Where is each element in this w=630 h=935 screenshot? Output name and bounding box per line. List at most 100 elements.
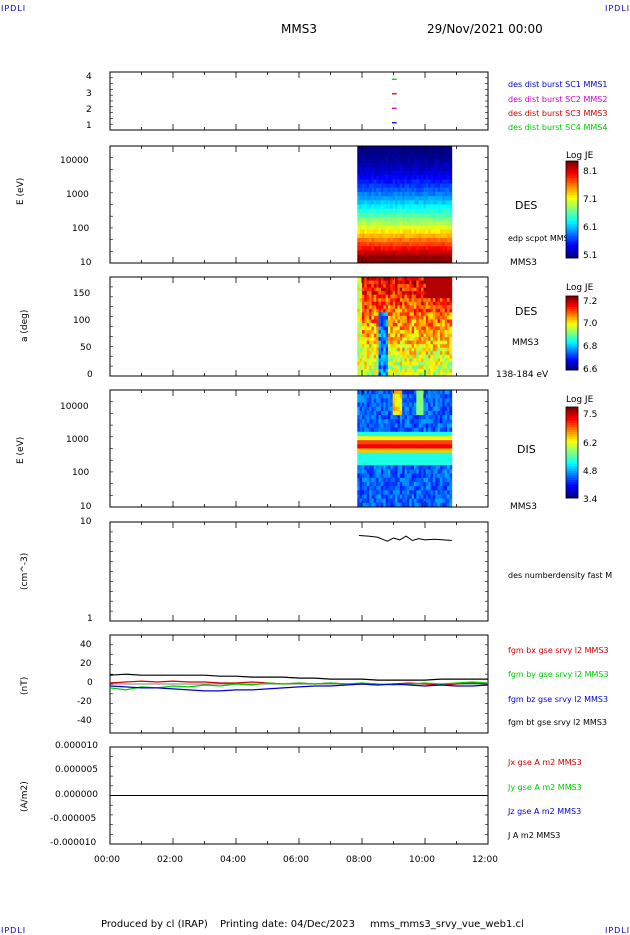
- dis-energy-heatmap-cell: [402, 440, 405, 445]
- des-energy-heatmap-cell: [421, 154, 424, 159]
- dis-energy-heatmap-cell: [447, 490, 450, 495]
- des-pitch-heatmap-cell: [376, 340, 379, 345]
- des-pitch-heatmap-cell: [369, 319, 372, 324]
- des-pitch-heatmap-cell: [447, 347, 450, 352]
- des-pitch-heatmap-cell: [395, 305, 398, 310]
- colorbar-2-tick: 6.6: [583, 365, 598, 375]
- dis-energy-heatmap-cell: [430, 440, 434, 445]
- des-pitch-heatmap-cell: [364, 330, 368, 334]
- des-energy-heatmap-cell: [371, 158, 375, 164]
- des-energy-heatmap-cell: [421, 196, 424, 201]
- des-energy-heatmap-cell: [373, 166, 377, 172]
- des-energy-heatmap-cell: [425, 158, 429, 164]
- dis-energy-heatmap-cell: [402, 481, 405, 487]
- dis-energy-heatmap-cell: [423, 461, 427, 466]
- dis-energy-heatmap-cell: [380, 498, 384, 504]
- dis-energy-heatmap-cell: [395, 390, 398, 395]
- dis-energy-heatmap-cell: [392, 402, 396, 408]
- dis-energy-heatmap-cell: [437, 461, 441, 466]
- des-pitch-heatmap-cell: [442, 337, 446, 342]
- des-energy-heatmap-cell: [399, 217, 403, 222]
- dis-energy-heatmap-cell: [439, 452, 443, 458]
- dis-energy-heatmap-cell: [383, 394, 387, 399]
- des-energy-heatmap-cell: [376, 208, 379, 214]
- des-energy-heatmap-cell: [383, 154, 387, 159]
- des-pitch-heatmap-cell: [416, 361, 420, 366]
- des-energy-heatmap-cell: [418, 212, 422, 218]
- des-pitch-heatmap-cell: [418, 319, 422, 324]
- des-energy-heatmap-cell: [406, 208, 410, 214]
- des-energy-heatmap-cell: [447, 208, 450, 214]
- des-pitch-heatmap-cell: [378, 280, 382, 285]
- des-pitch-heatmap-cell: [383, 365, 387, 370]
- des-pitch-heatmap-cell: [357, 294, 361, 299]
- dis-energy-heatmap-cell: [430, 398, 434, 403]
- des-energy-heatmap-cell: [402, 183, 405, 189]
- des-energy-heatmap-cell: [357, 187, 361, 193]
- des-pitch-heatmap-cell: [435, 354, 438, 359]
- des-pitch-heatmap-cell: [418, 305, 422, 310]
- dis-energy-heatmap-cell: [390, 477, 394, 483]
- des-energy-heatmap-cell: [404, 246, 408, 251]
- dis-energy-heatmap-cell: [385, 481, 389, 487]
- des-pitch-heatmap-cell: [404, 315, 408, 320]
- dis-energy-heatmap-cell: [378, 465, 382, 470]
- dis-energy-heatmap-cell: [397, 390, 401, 395]
- colorbar-2-segment: [566, 312, 578, 315]
- des-energy-heatmap-cell: [387, 146, 391, 151]
- des-energy-heatmap-cell: [378, 146, 382, 151]
- des-energy-heatmap-cell: [392, 187, 396, 193]
- j-ytick: 0.000005: [55, 765, 98, 775]
- dis-energy-heatmap-cell: [387, 494, 391, 500]
- des-energy-heatmap-cell: [390, 229, 394, 235]
- des-energy-heatmap-cell: [362, 250, 365, 256]
- des-pitch-heatmap-cell: [399, 294, 403, 299]
- des-pitch-heatmap-cell: [418, 330, 422, 334]
- des-pitch-heatmap-cell: [395, 340, 398, 345]
- dis-energy-heatmap-cell: [430, 406, 434, 412]
- des-pitch-heatmap-cell: [447, 368, 450, 373]
- des-pitch-heatmap-cell: [392, 287, 396, 292]
- dis-energy-heatmap-cell: [364, 473, 368, 479]
- dis-energy-heatmap-cell: [406, 406, 410, 412]
- des-pitch-heatmap-cell: [397, 361, 401, 366]
- des-pitch-heatmap-cell: [444, 291, 448, 296]
- des-energy-heatmap-cell: [392, 208, 396, 214]
- des-energy-heatmap-cell: [390, 175, 394, 180]
- dis-energy-heatmap-cell: [399, 490, 403, 495]
- des-pitch-heatmap-cell: [371, 287, 375, 292]
- dis-energy-heatmap-cell: [449, 440, 453, 445]
- b-ytick: 0: [87, 678, 93, 688]
- des-energy-heatmap-cell: [373, 200, 377, 205]
- dis-energy-heatmap-cell: [444, 444, 448, 449]
- dis-energy-heatmap-cell: [390, 410, 394, 416]
- des-energy-heatmap-cell: [385, 208, 389, 214]
- des-pitch-heatmap-cell: [411, 322, 415, 327]
- dis-energy-heatmap-cell: [430, 415, 434, 420]
- des-pitch-heatmap-cell: [435, 322, 438, 327]
- dis-energy-heatmap-cell: [418, 494, 422, 500]
- dis-energy-heatmap-cell: [404, 398, 408, 403]
- dis-energy-heatmap-cell: [373, 481, 377, 487]
- des-pitch-heatmap-cell: [395, 322, 398, 327]
- des-energy-heatmap-cell: [413, 162, 417, 168]
- des-energy-heatmap-cell: [406, 191, 410, 197]
- des-energy-heatmap-cell: [435, 187, 438, 193]
- des-pitch-heatmap-cell: [406, 330, 410, 334]
- des-energy-heatmap-cell: [387, 217, 391, 222]
- des-energy-heatmap-cell: [416, 175, 420, 180]
- dis-energy-heatmap-cell: [432, 486, 436, 491]
- des-energy-heatmap-cell: [406, 154, 410, 159]
- des-energy-heatmap-cell: [385, 204, 389, 210]
- dis-energy-heatmap-cell: [428, 477, 431, 483]
- des-pitch-heatmap-cell: [435, 284, 438, 289]
- dis-energy-heatmap-cell: [418, 423, 422, 429]
- dis-energy-heatmap-cell: [380, 461, 384, 466]
- dis-energy-heatmap-cell: [418, 490, 422, 495]
- des-pitch-heatmap-cell: [449, 372, 453, 377]
- des-energy-heatmap-cell: [430, 150, 434, 155]
- dis-energy-heatmap-cell: [411, 452, 415, 458]
- dis-energy-heatmap-cell: [437, 402, 441, 408]
- dis-energy-heatmap-cell: [406, 486, 410, 491]
- des-energy-heatmap-cell: [442, 212, 446, 218]
